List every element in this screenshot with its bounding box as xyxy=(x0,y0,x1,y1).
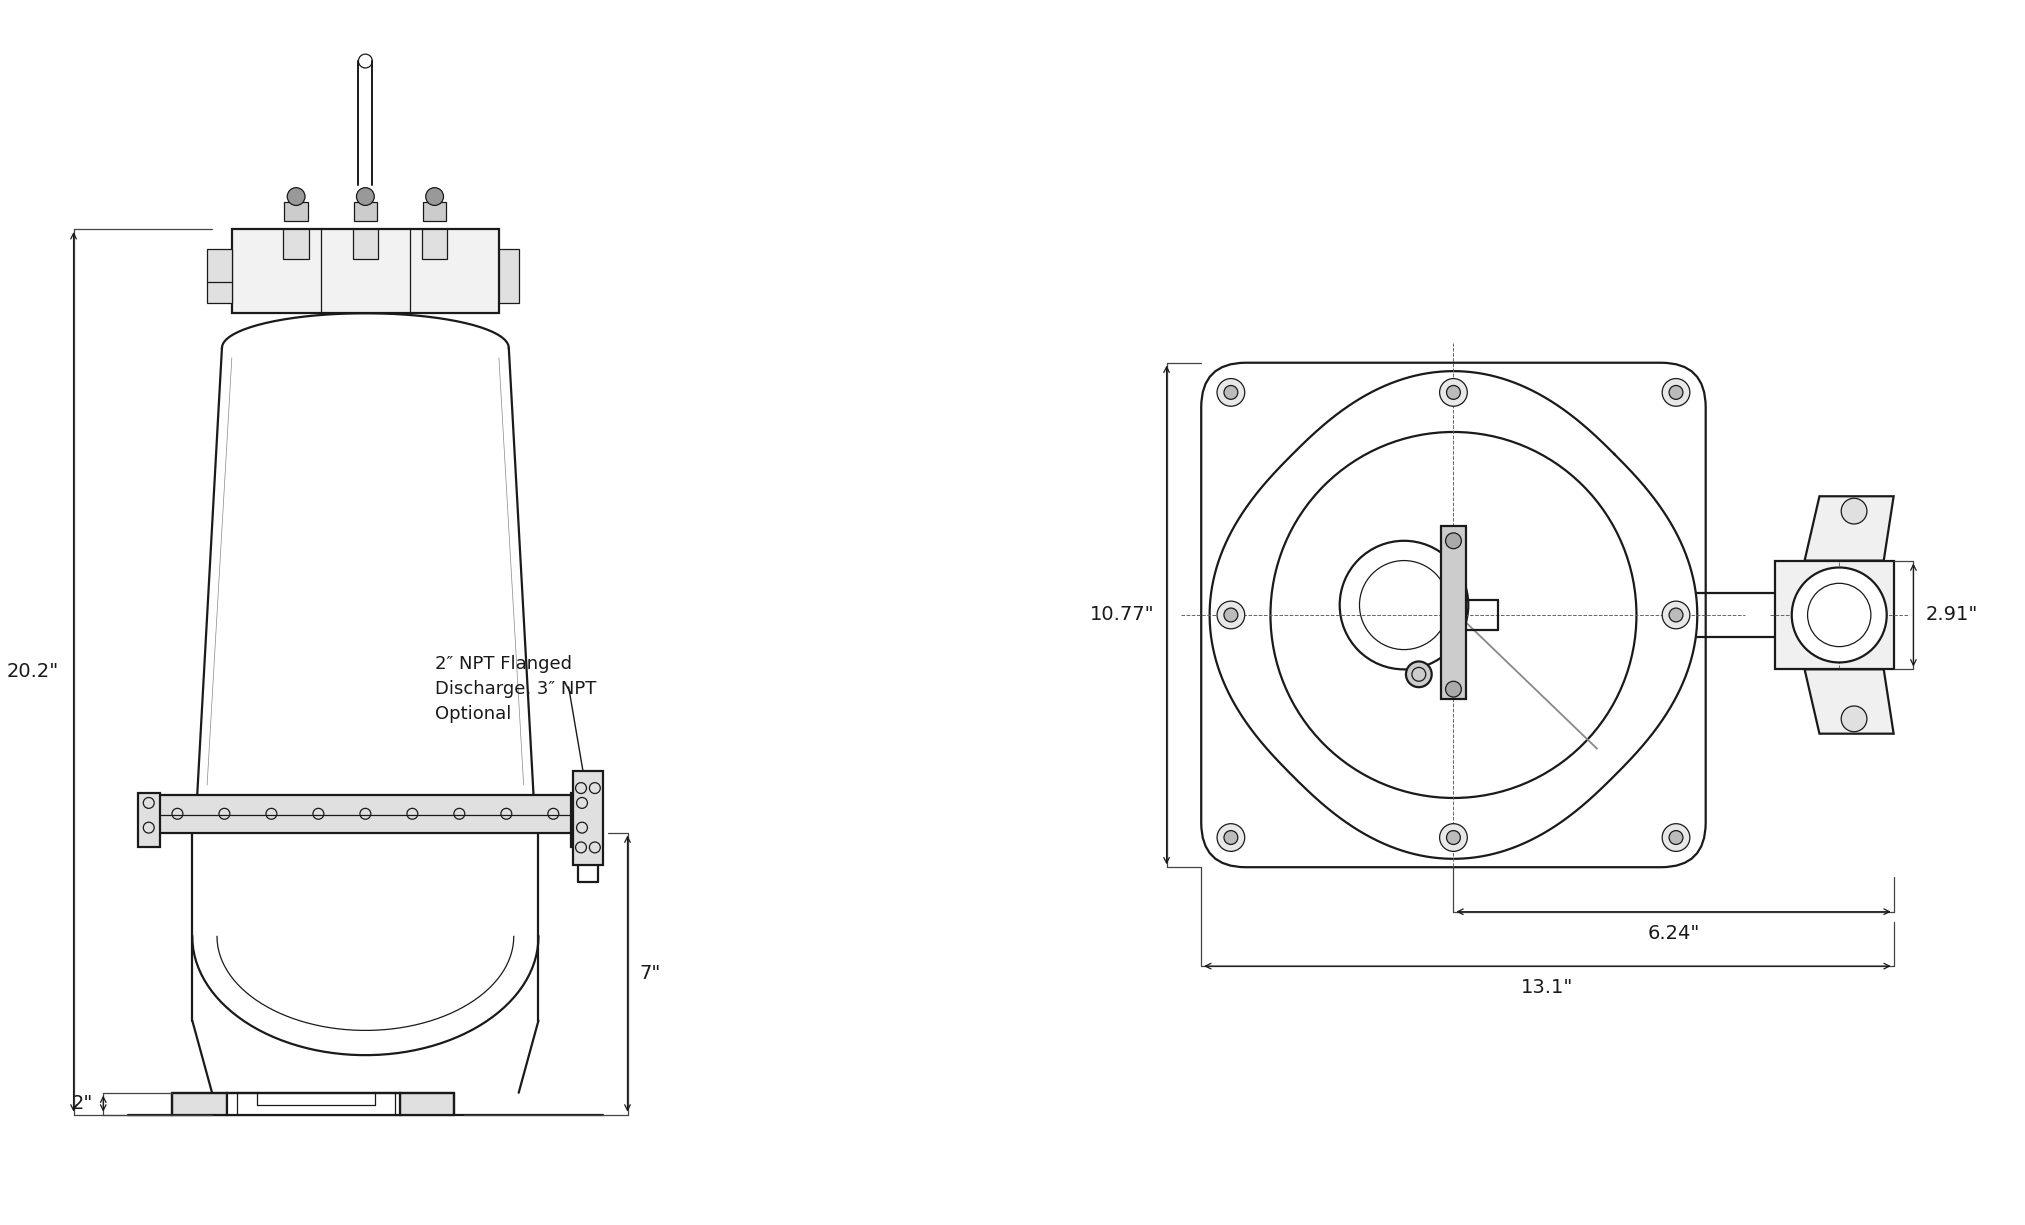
Circle shape xyxy=(1440,823,1468,851)
Bar xyxy=(423,201,446,222)
Text: 2": 2" xyxy=(73,1094,93,1114)
Circle shape xyxy=(1223,386,1237,399)
Circle shape xyxy=(1440,379,1468,407)
Circle shape xyxy=(1405,662,1432,687)
Polygon shape xyxy=(1804,669,1893,734)
Text: 7": 7" xyxy=(640,964,660,982)
Circle shape xyxy=(1223,608,1237,622)
Circle shape xyxy=(1217,823,1245,851)
FancyBboxPatch shape xyxy=(1201,363,1705,867)
Circle shape xyxy=(1446,533,1462,549)
Bar xyxy=(207,249,231,304)
Bar xyxy=(354,201,377,222)
Bar xyxy=(138,793,160,848)
Circle shape xyxy=(288,187,306,206)
Bar xyxy=(158,795,573,833)
Bar xyxy=(284,201,308,222)
Polygon shape xyxy=(1804,496,1893,561)
Text: 2″ NPT Flanged
Discharge, 3″ NPT
Optional: 2″ NPT Flanged Discharge, 3″ NPT Optiona… xyxy=(435,654,595,723)
Text: 2.91": 2.91" xyxy=(1926,605,1978,625)
Circle shape xyxy=(356,187,375,206)
Circle shape xyxy=(1792,567,1887,663)
Circle shape xyxy=(1663,601,1691,628)
Bar xyxy=(498,249,518,304)
Bar xyxy=(231,229,498,314)
Text: 13.1": 13.1" xyxy=(1521,978,1573,997)
Circle shape xyxy=(425,187,443,206)
Bar xyxy=(172,1093,227,1115)
Circle shape xyxy=(1663,379,1691,407)
Bar xyxy=(352,229,379,258)
Circle shape xyxy=(1841,706,1867,731)
Bar xyxy=(421,229,448,258)
Circle shape xyxy=(1663,823,1691,851)
Bar xyxy=(401,1093,454,1115)
Circle shape xyxy=(1446,386,1460,399)
Text: 6.24": 6.24" xyxy=(1648,924,1699,942)
Circle shape xyxy=(1446,831,1460,844)
Text: 10.77": 10.77" xyxy=(1089,605,1154,625)
Circle shape xyxy=(1669,386,1683,399)
Circle shape xyxy=(1669,608,1683,622)
Bar xyxy=(573,772,603,865)
Circle shape xyxy=(1841,499,1867,524)
Bar xyxy=(571,793,593,848)
Circle shape xyxy=(1217,379,1245,407)
Bar xyxy=(284,229,310,258)
Circle shape xyxy=(1223,831,1237,844)
Polygon shape xyxy=(1776,561,1893,669)
Bar xyxy=(227,1093,401,1115)
Bar xyxy=(1440,526,1466,699)
Text: 20.2": 20.2" xyxy=(6,663,59,681)
Circle shape xyxy=(1669,831,1683,844)
Circle shape xyxy=(1217,601,1245,628)
Circle shape xyxy=(1446,681,1462,697)
